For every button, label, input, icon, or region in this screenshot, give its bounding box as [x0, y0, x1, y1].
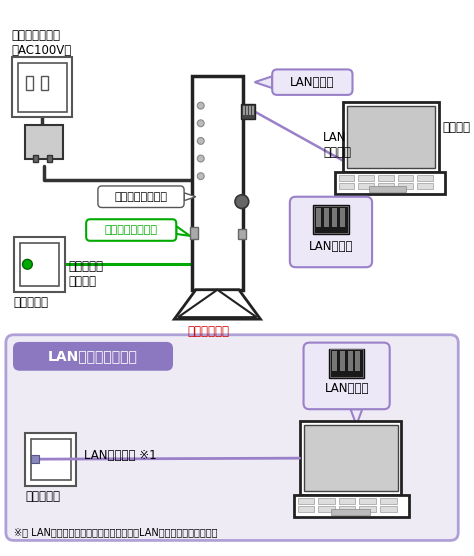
Polygon shape — [184, 193, 196, 201]
Bar — [243, 106, 245, 116]
FancyBboxPatch shape — [98, 186, 184, 207]
Bar — [252, 106, 254, 116]
Bar — [238, 229, 246, 239]
Bar — [12, 57, 73, 117]
Bar — [241, 104, 255, 120]
Bar — [192, 76, 243, 290]
Text: LANポート: LANポート — [324, 382, 369, 395]
Bar — [347, 351, 353, 371]
Bar — [343, 102, 438, 172]
Text: 壁のパネル: 壁のパネル — [26, 489, 61, 503]
Circle shape — [197, 137, 204, 145]
Bar — [417, 183, 433, 189]
Bar — [324, 207, 329, 227]
Bar — [318, 506, 335, 512]
Bar — [33, 155, 38, 162]
FancyBboxPatch shape — [303, 342, 390, 409]
Text: 光ファイバ導入口: 光ファイバ導入口 — [105, 225, 158, 235]
Bar — [298, 498, 314, 504]
Bar — [359, 498, 376, 504]
Bar — [31, 455, 39, 463]
Text: 壁のパネル: 壁のパネル — [14, 296, 49, 309]
Text: LAN配線方式の場合: LAN配線方式の場合 — [48, 349, 138, 363]
Bar — [249, 106, 251, 116]
Bar — [398, 183, 413, 189]
Bar — [380, 498, 397, 504]
Bar — [298, 506, 314, 512]
Bar — [380, 506, 397, 512]
Bar — [190, 227, 198, 239]
Text: LANポート: LANポート — [309, 240, 353, 253]
Polygon shape — [255, 76, 272, 88]
Bar — [47, 155, 52, 162]
Bar — [41, 76, 48, 90]
Bar — [340, 351, 345, 371]
Bar — [331, 509, 370, 515]
Bar — [339, 183, 355, 189]
Bar — [329, 349, 364, 378]
Bar — [19, 243, 59, 286]
Circle shape — [23, 260, 32, 269]
Bar — [346, 106, 435, 168]
Polygon shape — [351, 409, 362, 425]
Polygon shape — [176, 226, 190, 236]
Text: LANケーブル ※1: LANケーブル ※1 — [84, 449, 157, 463]
Bar — [378, 175, 393, 181]
Bar — [14, 237, 64, 292]
Bar — [339, 175, 355, 181]
Bar — [26, 125, 63, 158]
Bar — [318, 498, 335, 504]
Bar — [330, 350, 363, 377]
Bar — [314, 206, 347, 233]
Text: LAN
ケーブル: LAN ケーブル — [323, 131, 351, 159]
Bar — [300, 421, 401, 495]
Text: パソコン: パソコン — [443, 121, 471, 135]
Polygon shape — [174, 290, 260, 319]
Text: 回線終端装置: 回線終端装置 — [187, 325, 229, 338]
FancyBboxPatch shape — [6, 335, 458, 540]
Bar — [359, 506, 376, 512]
Bar — [246, 106, 248, 116]
Text: ※１ LAN配線方式の場合、直接パソコンのLANポートへつなげます。: ※１ LAN配線方式の場合、直接パソコンのLANポートへつなげます。 — [14, 527, 217, 537]
Text: LANポート: LANポート — [290, 76, 335, 88]
Bar — [18, 63, 66, 112]
Polygon shape — [178, 290, 256, 317]
Bar — [398, 175, 413, 181]
FancyBboxPatch shape — [290, 197, 372, 267]
Circle shape — [235, 195, 249, 208]
FancyBboxPatch shape — [272, 70, 353, 95]
Bar — [335, 172, 445, 194]
Circle shape — [197, 120, 204, 127]
Bar — [339, 506, 356, 512]
Bar — [332, 351, 337, 371]
Bar — [26, 433, 76, 485]
Bar — [417, 175, 433, 181]
FancyBboxPatch shape — [14, 342, 173, 370]
Bar — [294, 495, 409, 517]
Bar — [316, 207, 321, 227]
Bar — [358, 183, 374, 189]
FancyBboxPatch shape — [86, 219, 176, 241]
Bar — [339, 498, 356, 504]
Bar — [369, 186, 406, 192]
Bar — [27, 76, 33, 90]
Bar — [378, 183, 393, 189]
Bar — [356, 351, 360, 371]
Bar — [358, 175, 374, 181]
Circle shape — [197, 102, 204, 109]
Text: 電源コンセント
（AC100V）: 電源コンセント （AC100V） — [12, 29, 72, 57]
Text: 光ファイバ
ケーブル: 光ファイバ ケーブル — [69, 260, 103, 289]
Bar — [31, 439, 71, 480]
Circle shape — [197, 155, 204, 162]
Text: 電源アダプタ端子: 電源アダプタ端子 — [115, 192, 167, 202]
Bar — [313, 205, 348, 234]
Circle shape — [197, 173, 204, 180]
Bar — [332, 207, 337, 227]
Bar — [340, 207, 345, 227]
Bar — [303, 425, 398, 492]
